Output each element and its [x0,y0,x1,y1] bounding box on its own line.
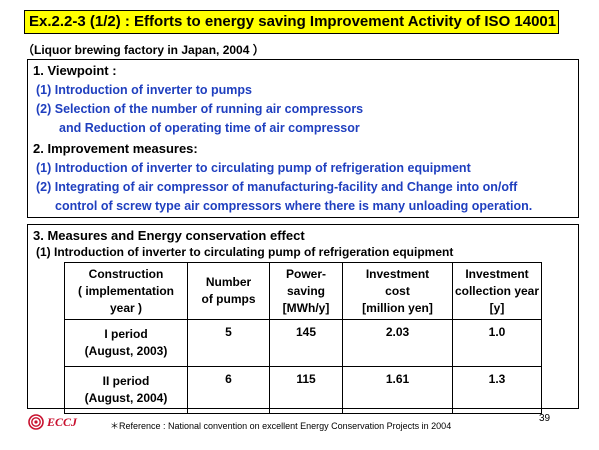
period-date: (August, 2004) [84,391,168,405]
eccj-logo: ECCJ [28,414,77,430]
header-line: year ) [109,300,143,315]
eccj-logo-icon [28,414,44,430]
cell-pumps: 6 [187,366,270,414]
improvement-item-2-continued: control of screw type air compressors wh… [55,199,533,213]
viewpoint-improvement-box: 1. Viewpoint : (1) Introduction of inver… [27,59,579,218]
viewpoint-item-2: (2) Selection of the number of running a… [36,102,364,116]
measures-box: 3. Measures and Energy conservation effe… [27,224,579,414]
cell-period: I period (August, 2003) [64,319,188,367]
header-line: Power- [285,266,326,281]
header-line: Number [205,275,252,289]
cell-collection: 1.0 [452,319,542,367]
cell-saving: 115 [269,366,343,414]
improvement-heading: 2. Improvement measures: [33,141,198,156]
header-investment-cost: Investment cost [million yen] [342,262,453,320]
slide-title: Ex.2.2-3 (1/2) : Efforts to energy savin… [24,10,559,34]
cell-saving: 145 [269,319,343,367]
page-number: 39 [539,413,551,424]
improvement-item-2: (2) Integrating of air compressor of man… [36,180,518,194]
eccj-logo-text: ECCJ [47,414,78,429]
slide-subtitle: （Liquor brewing factory in Japan, 2004 ） [22,43,265,57]
header-investment-collection-year: Investment collection year [y] [452,262,542,320]
cell-collection: 1.3 [452,366,542,414]
header-line: cost [385,283,410,298]
measures-table: Construction ( implementation year ) Num… [64,262,542,414]
measures-heading: 3. Measures and Energy conservation effe… [33,228,305,243]
header-line: [million yen] [362,300,433,315]
header-line: collection year [454,283,540,298]
cell-pumps: 5 [187,319,270,367]
header-line: of pumps [201,292,256,306]
period-label: I period [104,327,148,341]
header-line: saving [286,283,325,298]
cell-period: II period (August, 2004) [64,366,188,414]
improvement-item-1: (1) Introduction of inverter to circulat… [36,161,471,175]
period-date: (August, 2003) [84,344,168,358]
header-construction: Construction ( implementation year ) [64,262,188,320]
reference-note: ＊Reference : National convention on exce… [110,421,452,431]
table-row: I period (August, 2003) 5 145 2.03 1.0 [64,319,542,367]
table-row: II period (August, 2004) 6 115 1.61 1.3 [64,366,542,414]
header-line: Construction [88,266,164,281]
viewpoint-heading: 1. Viewpoint : [33,63,117,78]
header-number-of-pumps: Number of pumps [187,262,270,320]
table-header-row: Construction ( implementation year ) Num… [64,262,542,320]
header-line: Investment [365,266,430,281]
cell-cost: 1.61 [342,366,453,414]
header-line: Investment [465,266,529,281]
header-line: [MWh/y] [282,300,330,315]
header-line: ( implementation [77,283,174,298]
header-line: [y] [489,300,505,315]
viewpoint-item-2-continued: and Reduction of operating time of air c… [59,121,360,135]
period-label: II period [102,374,150,388]
viewpoint-item-1: (1) Introduction of inverter to pumps [36,83,252,97]
header-power-saving: Power- saving [MWh/y] [269,262,343,320]
cell-cost: 2.03 [342,319,453,367]
measures-subheading: (1) Introduction of inverter to circulat… [36,245,454,259]
